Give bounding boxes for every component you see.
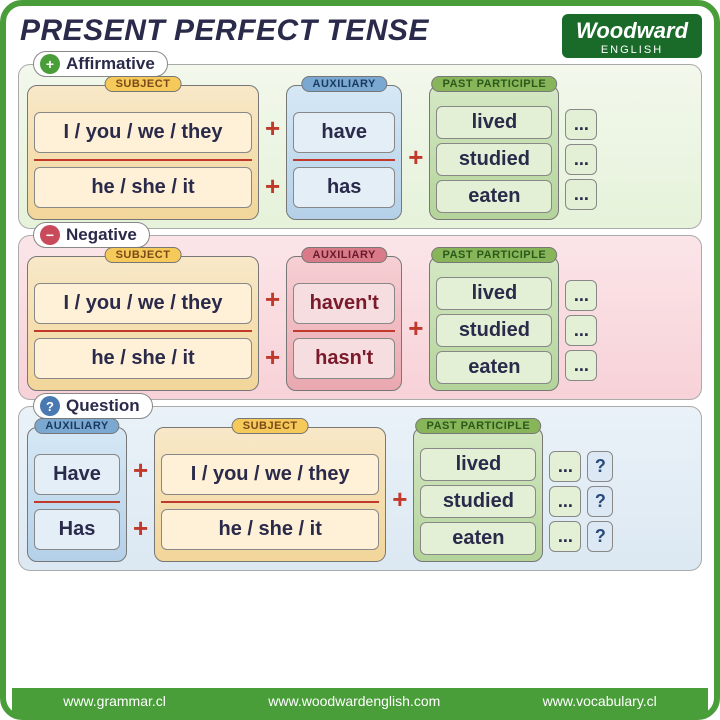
participle-cell: studied xyxy=(420,485,536,518)
auxiliary-cell: Have xyxy=(34,454,120,495)
footer-link[interactable]: www.grammar.cl xyxy=(63,693,166,709)
question-icon: ? xyxy=(40,396,60,416)
subject-cell: I / you / we / they xyxy=(161,454,379,495)
ellipsis-icon: ... xyxy=(565,179,597,210)
question-mark-icon: ? xyxy=(587,451,613,482)
subject-column: SUBJECT I / you / we / they he / she / i… xyxy=(27,256,259,391)
footer-link[interactable]: www.woodwardenglish.com xyxy=(268,693,440,709)
participle-cell: studied xyxy=(436,314,552,347)
question-mark-icon: ? xyxy=(587,521,613,552)
participle-column: PAST PARTICIPLE lived studied eaten xyxy=(429,85,559,220)
ellipsis-icon: ... xyxy=(565,109,597,140)
ellipsis-icon: ... xyxy=(549,451,581,482)
auxiliary-cell: Has xyxy=(34,509,120,550)
participle-cell: lived xyxy=(420,448,536,481)
auxiliary-cell: hasn't xyxy=(293,338,395,379)
section-question: ? Question AUXILIARY Have Has ++ SUBJECT… xyxy=(18,406,702,571)
divider-line xyxy=(293,159,395,161)
divider-line xyxy=(34,501,120,503)
section-affirmative: + Affirmative SUBJECT I / you / we / the… xyxy=(18,64,702,229)
auxiliary-label: AUXILIARY xyxy=(302,247,387,263)
ellipsis-icon: ... xyxy=(565,280,597,311)
participle-label: PAST PARTICIPLE xyxy=(416,418,542,434)
brand-logo: Woodward ENGLISH xyxy=(562,14,702,58)
participle-cell: studied xyxy=(436,143,552,176)
subject-cell: he / she / it xyxy=(34,338,252,379)
page-title: PRESENT PERFECT TENSE xyxy=(20,14,429,48)
auxiliary-column: AUXILIARY Have Has xyxy=(27,427,127,562)
participle-cell: lived xyxy=(436,106,552,139)
plus-icon: + xyxy=(40,54,60,74)
plus-operator: ++ xyxy=(133,427,148,562)
auxiliary-label: AUXILIARY xyxy=(34,418,119,434)
section-label-text: Question xyxy=(66,396,140,416)
plus-operator: + xyxy=(392,427,407,562)
auxiliary-cell: haven't xyxy=(293,283,395,324)
subject-column: SUBJECT I / you / we / they he / she / i… xyxy=(154,427,386,562)
footer-link[interactable]: www.vocabulary.cl xyxy=(543,693,657,709)
participle-cell: eaten xyxy=(436,180,552,213)
brand-main: Woodward xyxy=(572,18,692,44)
plus-operator: + xyxy=(408,85,423,220)
divider-line xyxy=(34,159,252,161)
participle-label: PAST PARTICIPLE xyxy=(432,247,558,263)
ellipsis-icon: ... xyxy=(565,350,597,381)
participle-label: PAST PARTICIPLE xyxy=(432,76,558,92)
section-label-question: ? Question xyxy=(33,393,153,419)
subject-label: SUBJECT xyxy=(105,76,182,92)
ellipsis-column: ... ... ... xyxy=(565,85,597,220)
ellipsis-icon: ... xyxy=(565,315,597,346)
participle-cell: eaten xyxy=(436,351,552,384)
subject-label: SUBJECT xyxy=(105,247,182,263)
ellipsis-icon: ... xyxy=(549,521,581,552)
auxiliary-cell: has xyxy=(293,167,395,208)
auxiliary-label: AUXILIARY xyxy=(302,76,387,92)
section-negative: − Negative SUBJECT I / you / we / they h… xyxy=(18,235,702,400)
section-label-negative: − Negative xyxy=(33,222,150,248)
footer-bar: www.grammar.cl www.woodwardenglish.com w… xyxy=(12,688,708,714)
auxiliary-column: AUXILIARY haven't hasn't xyxy=(286,256,402,391)
divider-line xyxy=(293,330,395,332)
auxiliary-column: AUXILIARY have has xyxy=(286,85,402,220)
plus-operator: ++ xyxy=(265,85,280,220)
participle-column: PAST PARTICIPLE lived studied eaten xyxy=(429,256,559,391)
brand-sub: ENGLISH xyxy=(572,44,692,56)
plus-operator: ++ xyxy=(265,256,280,391)
subject-cell: I / you / we / they xyxy=(34,283,252,324)
section-label-text: Negative xyxy=(66,225,137,245)
ellipsis-icon: ... xyxy=(549,486,581,517)
auxiliary-cell: have xyxy=(293,112,395,153)
subject-cell: he / she / it xyxy=(161,509,379,550)
participle-cell: lived xyxy=(436,277,552,310)
question-mark-icon: ? xyxy=(587,486,613,517)
ellipsis-column: ... ... ... xyxy=(549,427,581,562)
minus-icon: − xyxy=(40,225,60,245)
section-label-affirmative: + Affirmative xyxy=(33,51,168,77)
participle-column: PAST PARTICIPLE lived studied eaten xyxy=(413,427,543,562)
subject-cell: I / you / we / they xyxy=(34,112,252,153)
ellipsis-icon: ... xyxy=(565,144,597,175)
participle-cell: eaten xyxy=(420,522,536,555)
subject-cell: he / she / it xyxy=(34,167,252,208)
divider-line xyxy=(161,501,379,503)
subject-label: SUBJECT xyxy=(232,418,309,434)
section-label-text: Affirmative xyxy=(66,54,155,74)
divider-line xyxy=(34,330,252,332)
plus-operator: + xyxy=(408,256,423,391)
question-mark-column: ? ? ? xyxy=(587,427,613,562)
ellipsis-column: ... ... ... xyxy=(565,256,597,391)
subject-column: SUBJECT I / you / we / they he / she / i… xyxy=(27,85,259,220)
